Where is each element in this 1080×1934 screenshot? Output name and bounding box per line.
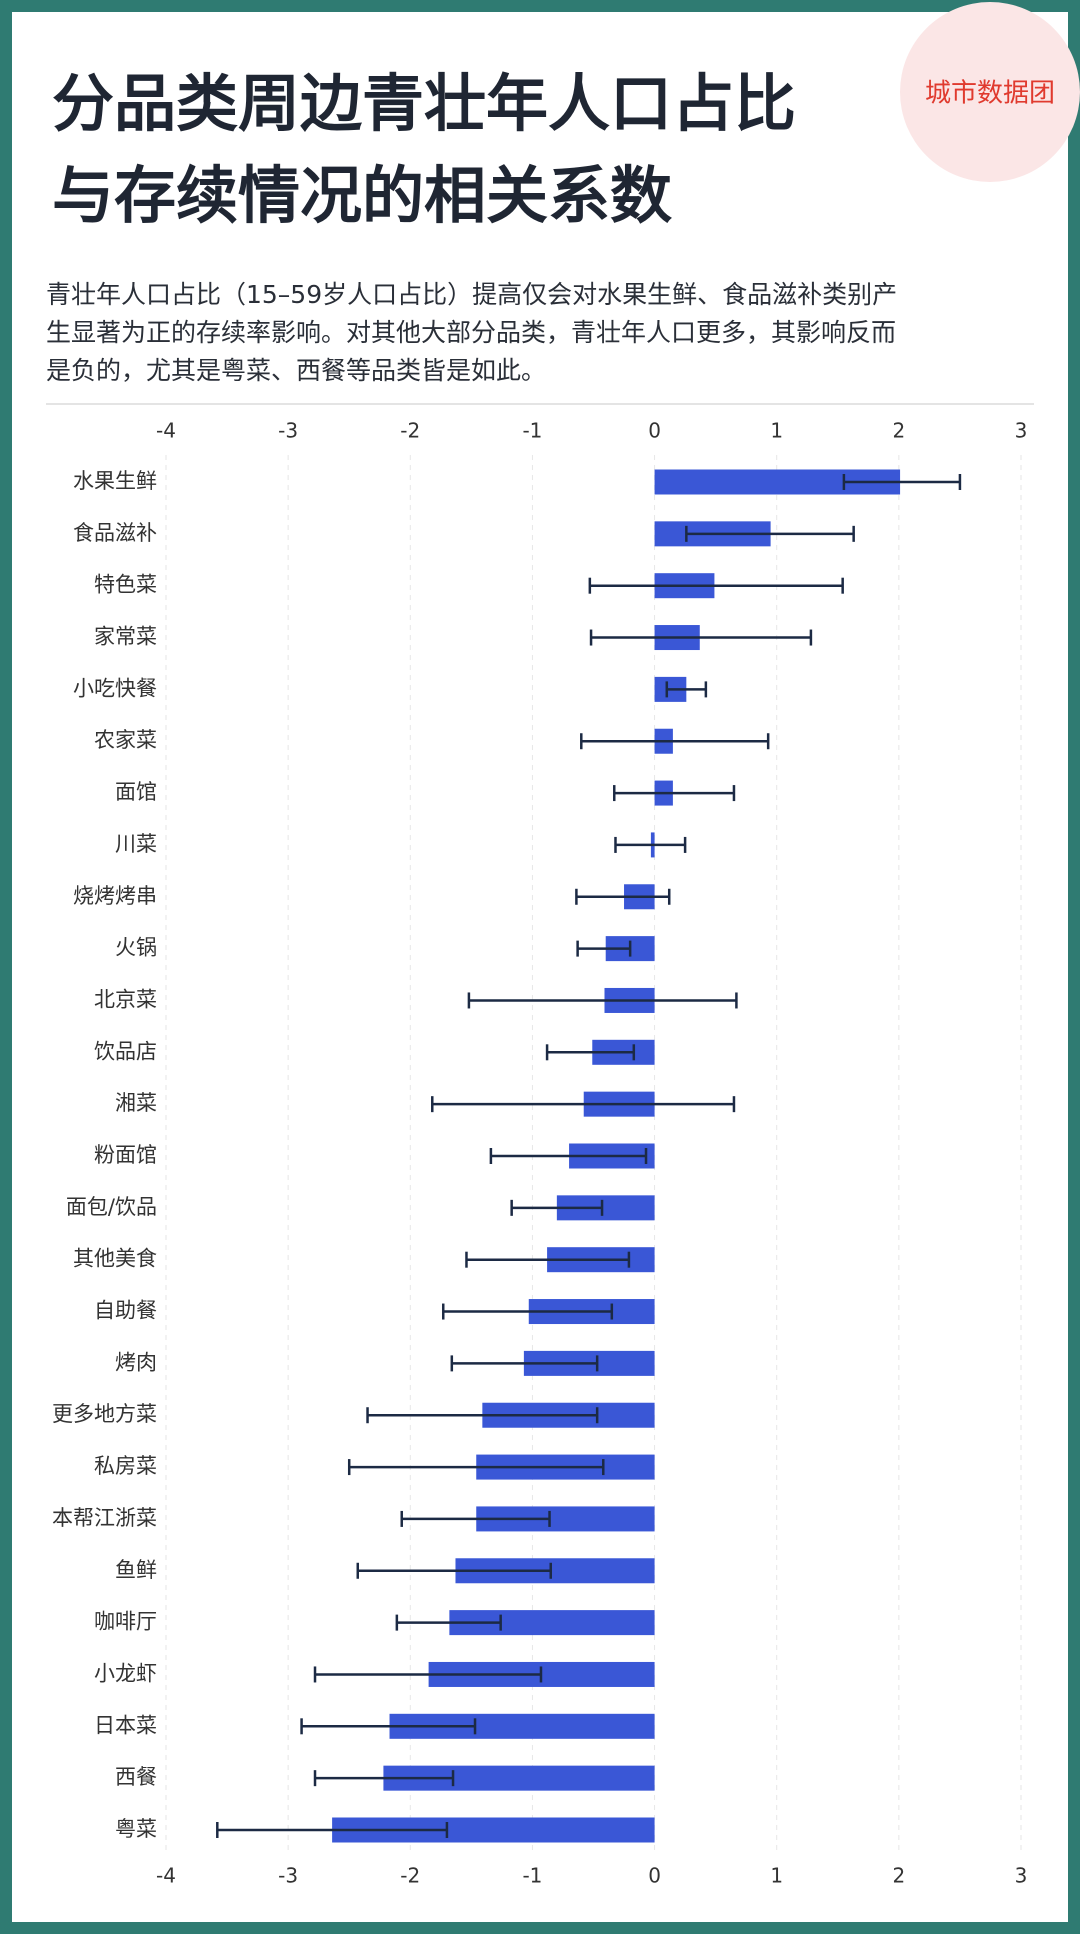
error-bar — [313, 1666, 543, 1683]
subtitle: 是负的，尤其是粤菜、西餐等品类皆是如此。 — [46, 356, 546, 385]
error-bar — [665, 681, 708, 698]
error-bar — [300, 1718, 477, 1735]
y-tick-label: 食品滋补 — [73, 521, 157, 545]
error-bar — [545, 1044, 636, 1061]
error-bar — [366, 1407, 599, 1424]
y-tick-label: 更多地方菜 — [52, 1402, 157, 1426]
error-bar — [576, 940, 632, 957]
y-tick-label: 火锅 — [115, 936, 157, 960]
y-tick-label: 特色菜 — [94, 573, 157, 597]
y-tick-label: 饮品店 — [94, 1039, 157, 1063]
error-bar — [580, 733, 770, 750]
chart-title: 与存续情况的相关系数 — [52, 159, 672, 232]
x-tick-label: -1 — [522, 1864, 542, 1888]
subtitle: 青壮年人口占比（15–59岁人口占比）提高仅会对水果生鲜、食品滋补类别产 — [46, 280, 897, 309]
y-tick-label: 面馆 — [115, 780, 157, 804]
y-tick-label: 湘菜 — [115, 1091, 157, 1115]
panel — [12, 12, 1068, 1922]
y-tick-label: 粉面馆 — [94, 1143, 157, 1167]
error-bar — [685, 525, 855, 542]
y-tick-label: 小龙虾 — [94, 1661, 157, 1685]
error-bar — [450, 1355, 599, 1372]
error-bar — [313, 1770, 455, 1787]
x-tick-label: -2 — [400, 419, 420, 443]
chart-title: 分品类周边青壮年人口占比 — [52, 67, 796, 140]
y-tick-label: 川菜 — [115, 832, 157, 856]
y-tick-label: 农家菜 — [94, 728, 157, 752]
error-bar — [395, 1614, 502, 1631]
watermark: 城市数据团 — [925, 79, 1055, 109]
x-tick-label: -1 — [522, 419, 542, 443]
error-bar — [347, 1459, 605, 1476]
y-tick-label: 自助餐 — [94, 1299, 157, 1323]
x-tick-label: -4 — [156, 1864, 176, 1888]
logo-circle — [900, 2, 1080, 182]
y-tick-label: 鱼鲜 — [115, 1558, 157, 1582]
error-bar — [467, 992, 738, 1009]
x-tick-label: 3 — [1015, 1864, 1028, 1888]
error-bar — [442, 1303, 614, 1320]
y-tick-label: 其他美食 — [73, 1247, 157, 1271]
error-bar — [575, 888, 671, 905]
x-tick-label: 1 — [770, 419, 783, 443]
error-bar — [588, 577, 844, 594]
error-bar — [400, 1510, 551, 1527]
y-tick-label: 小吃快餐 — [73, 676, 157, 700]
error-bar — [842, 474, 962, 490]
subtitle: 生显著为正的存续率影响。对其他大部分品类，青壮年人口更多，其影响反而 — [46, 318, 896, 347]
error-bar — [356, 1562, 552, 1579]
y-tick-label: 粤菜 — [115, 1817, 157, 1841]
x-tick-label: 3 — [1015, 419, 1028, 443]
x-tick-label: -4 — [156, 419, 176, 443]
y-tick-label: 烧烤烤串 — [73, 884, 157, 908]
error-bar — [216, 1822, 449, 1838]
x-tick-label: 0 — [648, 419, 661, 443]
error-bar — [589, 629, 813, 646]
x-tick-label: 2 — [892, 1864, 905, 1888]
x-tick-label: -3 — [278, 1864, 298, 1888]
error-bar — [431, 1096, 736, 1113]
y-tick-label: 咖啡厅 — [94, 1610, 157, 1634]
y-tick-label: 烤肉 — [115, 1350, 157, 1374]
x-tick-label: 2 — [892, 419, 905, 443]
error-bar — [510, 1199, 604, 1216]
y-tick-label: 本帮江浙菜 — [52, 1506, 157, 1530]
x-tick-label: 1 — [770, 1864, 783, 1888]
x-tick-label: -2 — [400, 1864, 420, 1888]
y-tick-label: 面包/饮品 — [66, 1195, 157, 1219]
y-tick-label: 家常菜 — [94, 625, 157, 649]
error-bar — [613, 785, 736, 802]
y-tick-label: 日本菜 — [94, 1713, 157, 1737]
y-tick-label: 北京菜 — [94, 987, 157, 1011]
x-tick-label: 0 — [648, 1864, 661, 1888]
x-tick-label: -3 — [278, 419, 298, 443]
y-tick-label: 西餐 — [115, 1765, 157, 1789]
error-bar — [614, 836, 687, 853]
error-bar — [465, 1251, 631, 1268]
y-tick-label: 水果生鲜 — [73, 469, 157, 493]
y-tick-label: 私房菜 — [94, 1454, 157, 1478]
error-bar — [489, 1148, 648, 1164]
